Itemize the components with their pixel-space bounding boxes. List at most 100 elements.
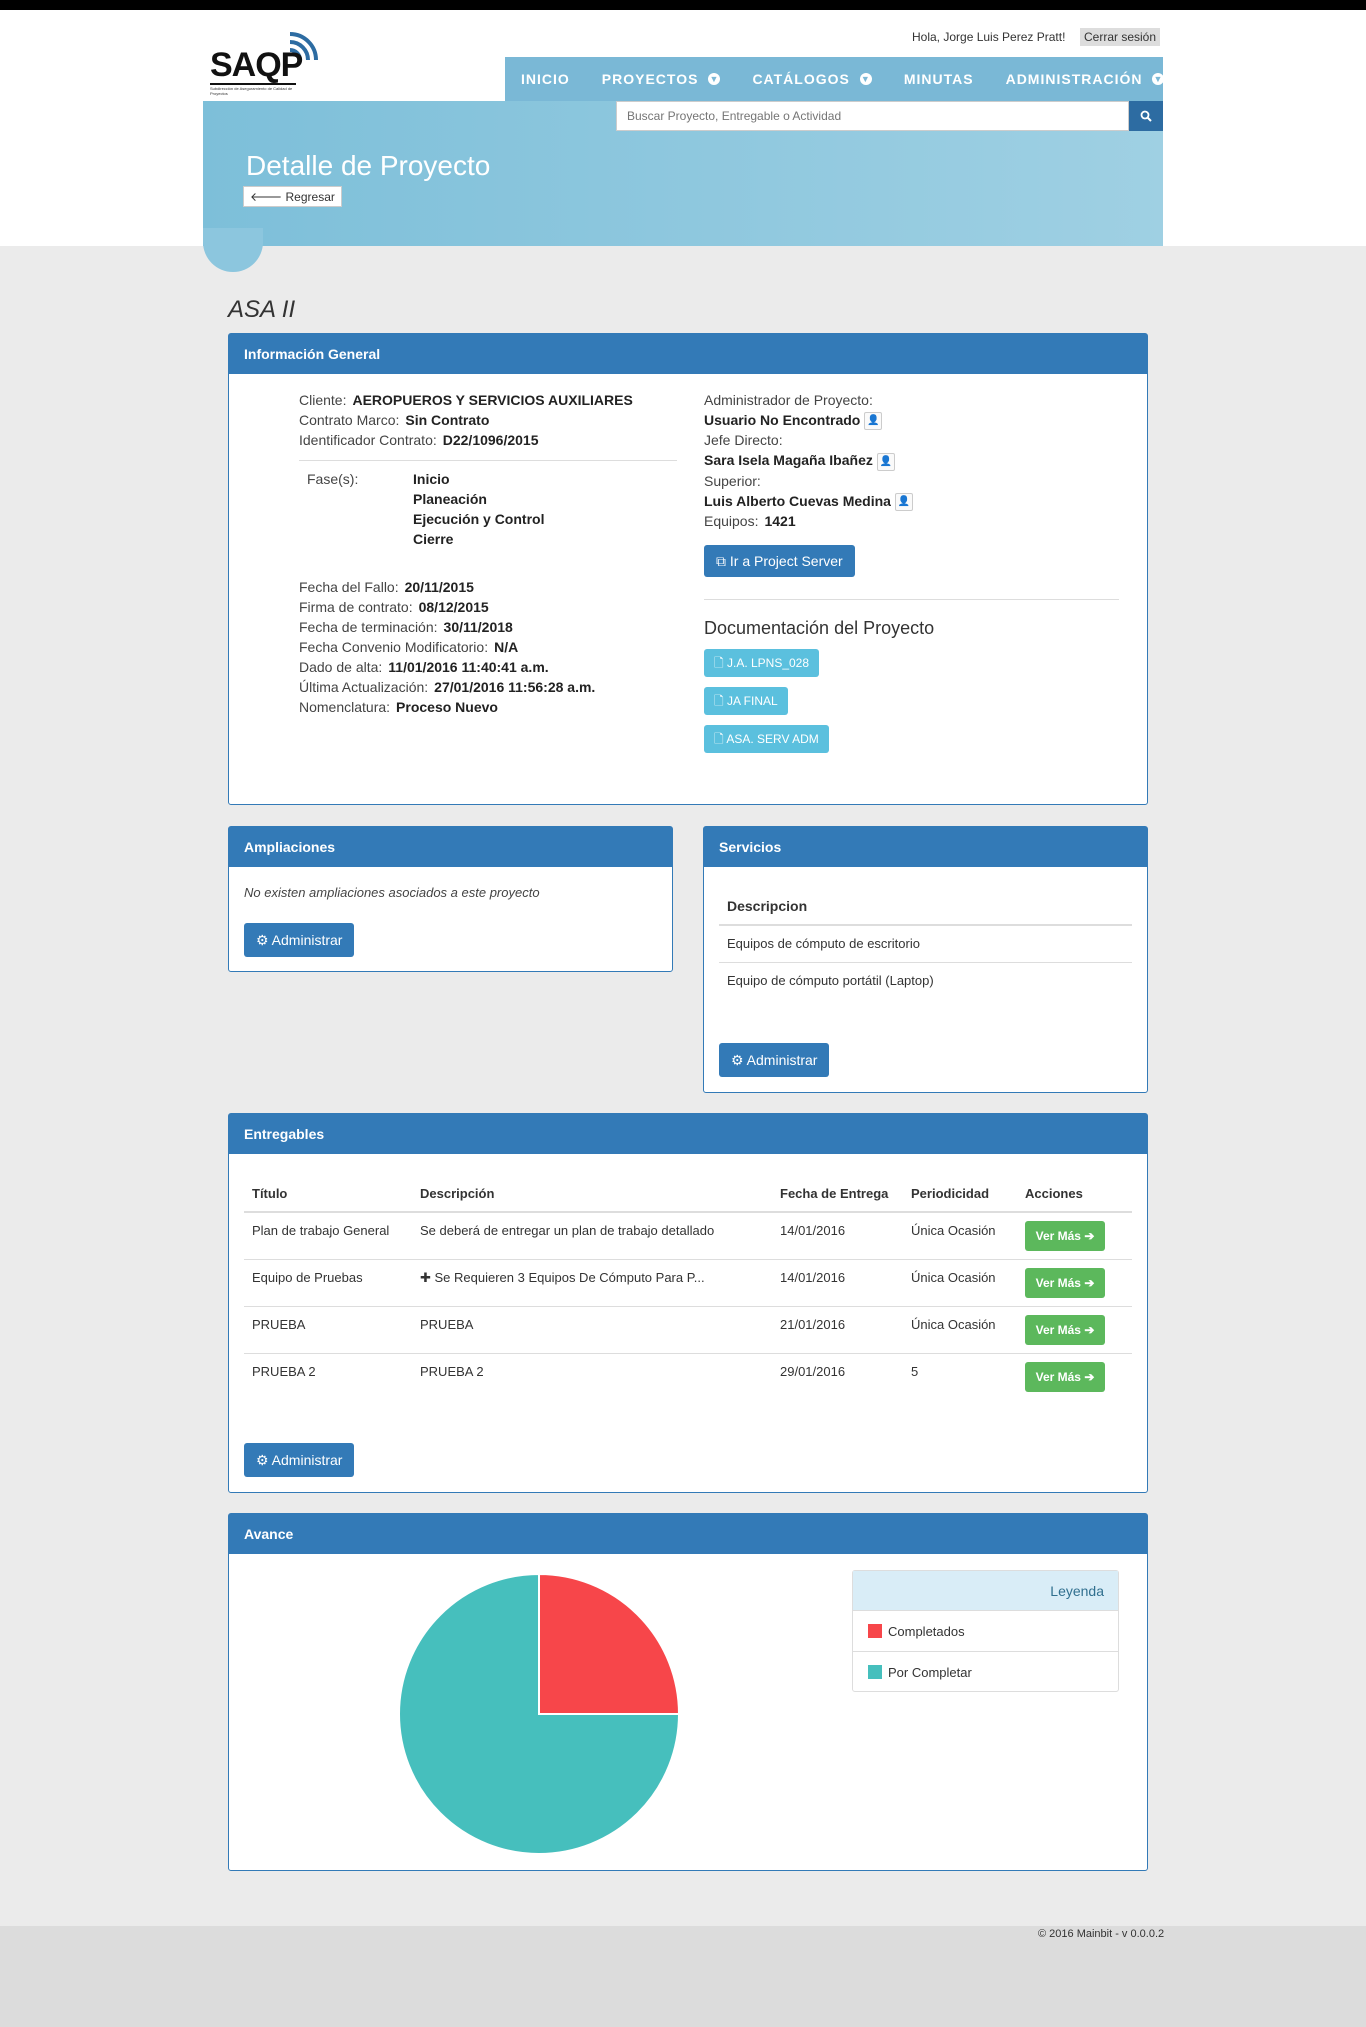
pie-slice-completados[interactable] — [538, 1572, 681, 1715]
gear-icon: ⚙ — [256, 1452, 272, 1468]
back-button[interactable]: 🡐 Regresar — [243, 186, 342, 207]
fase: Ejecución y Control — [413, 511, 545, 527]
cell-titulo: Equipo de Pruebas — [252, 1269, 363, 1285]
search-button[interactable] — [1129, 101, 1163, 131]
ver-mas-button[interactable]: Ver Más ➔ — [1025, 1314, 1105, 1345]
label: Equipos: — [704, 512, 759, 529]
panel-heading: Avance — [229, 1514, 1147, 1554]
nav-inicio[interactable]: INICIO — [505, 57, 586, 101]
avance-panel: Avance Leyenda Completados Por Completar — [228, 1513, 1148, 1871]
cell-fecha: 21/01/2016 — [780, 1316, 846, 1332]
cell-periodicidad: Única Ocasión — [911, 1316, 996, 1332]
table-row: Equipo de Pruebas ✚ Se Requieren 3 Equip… — [244, 1259, 1132, 1306]
cell-descripcion: Se Requieren 3 Equipos De Cómputo Para P… — [434, 1269, 705, 1285]
entregables-admin-button[interactable]: ⚙ Administrar — [244, 1443, 355, 1477]
nav-catalogos[interactable]: CATÁLOGOS ▼ — [736, 57, 887, 101]
project-server-button[interactable]: ⧉ Ir a Project Server — [704, 544, 855, 577]
arrow-right-icon: ➔ — [1080, 1229, 1095, 1243]
cell-descripcion: Se deberá de entregar un plan de trabajo… — [420, 1223, 715, 1238]
cell-titulo: Plan de trabajo General — [252, 1223, 390, 1238]
value: 11/01/2016 11:40:41 a.m. — [388, 659, 549, 675]
logout-button[interactable]: Cerrar sesión — [1080, 28, 1161, 46]
gear-icon: ⚙ — [731, 1052, 747, 1068]
superior-label: Superior: — [704, 472, 761, 489]
info-left: Cliente: AEROPUEROS Y SERVICIOS AUXILIARE… — [299, 390, 677, 717]
doc-button[interactable]: 🗋 JA FINAL — [704, 686, 788, 715]
fecha-row: Fecha de terminación: 30/11/2018 — [299, 617, 677, 637]
jefe-label: Jefe Directo: — [704, 432, 783, 449]
label: Identificador Contrato: — [299, 432, 437, 448]
column-header: Periodicidad — [911, 1186, 990, 1201]
cell-descripcion: PRUEBA — [420, 1316, 474, 1332]
page-title: Detalle de Proyecto — [246, 150, 491, 181]
admin-row: Usuario No Encontrado 👤 — [704, 410, 1119, 431]
plus-icon[interactable]: ✚ — [420, 1269, 435, 1285]
value: 20/11/2015 — [404, 579, 474, 595]
ampliaciones-admin-button[interactable]: ⚙ Administrar — [244, 923, 355, 957]
superior-value: Luis Alberto Cuevas Medina — [704, 492, 891, 509]
pie-slice-por-completar[interactable] — [398, 1572, 681, 1855]
docs-title: Documentación del Proyecto — [704, 617, 935, 638]
button-label: Ver Más — [1035, 1229, 1081, 1243]
user-icon[interactable]: 👤 — [876, 452, 895, 471]
legend-swatch — [868, 1665, 882, 1679]
info-right: Administrador de Proyecto: Usuario No En… — [704, 390, 1119, 753]
search-input[interactable] — [616, 101, 1129, 131]
column-header: Descripción — [420, 1186, 495, 1201]
value: N/A — [494, 639, 519, 655]
doc-button[interactable]: 🗋 ASA. SERV ADM — [704, 724, 829, 753]
label: Fecha de terminación: — [299, 619, 438, 635]
value: 30/11/2018 — [443, 619, 513, 635]
file-icon: 🗋 — [714, 731, 727, 746]
table-row: Equipos de cómputo de escritorio — [719, 925, 1132, 962]
value: AEROPUEROS Y SERVICIOS AUXILIARES — [352, 392, 633, 408]
doc-button[interactable]: 🗋 J.A. LPNS_028 — [704, 648, 820, 677]
fase: Inicio — [413, 471, 450, 487]
nav-label: CATÁLOGOS — [752, 71, 850, 87]
arrow-right-icon: ➔ — [1080, 1369, 1095, 1384]
table-header: Descripcion — [719, 887, 1132, 925]
panel-heading: Servicios — [704, 827, 1147, 867]
logo-text: SAQP — [210, 46, 303, 84]
button-label: Ver Más — [1035, 1322, 1081, 1337]
cell-descripcion: PRUEBA 2 — [420, 1363, 484, 1379]
chevron-down-icon: ▼ — [859, 73, 872, 85]
arrow-left-icon: 🡐 — [250, 190, 286, 204]
label: Nomenclatura: — [299, 699, 391, 715]
fase: Planeación — [413, 491, 487, 507]
user-icon[interactable]: 👤 — [864, 412, 883, 431]
nav-minutas[interactable]: MINUTAS — [888, 57, 990, 101]
fecha-row: Firma de contrato: 08/12/2015 — [299, 597, 677, 617]
ampliaciones-panel: Ampliaciones No existen ampliaciones aso… — [228, 826, 673, 972]
top-bar — [0, 0, 1366, 10]
ver-mas-button[interactable]: Ver Más ➔ — [1025, 1221, 1105, 1251]
nav-administracion[interactable]: ADMINISTRACIÓN ▼ — [990, 57, 1181, 101]
cliente-row: Cliente: AEROPUEROS Y SERVICIOS AUXILIARE… — [299, 390, 677, 410]
servicios-admin-button[interactable]: ⚙ Administrar — [719, 1043, 830, 1077]
cell-periodicidad: Única Ocasión — [911, 1223, 996, 1238]
identificador-row: Identificador Contrato: D22/1096/2015 — [299, 430, 677, 450]
ver-mas-button[interactable]: Ver Más ➔ — [1025, 1361, 1105, 1392]
logo[interactable]: SAQP Subdirección de Aseguramiento de Ca… — [210, 32, 320, 96]
divider — [299, 460, 677, 461]
cell-fecha: 14/01/2016 — [780, 1223, 846, 1238]
button-label: Administrar — [271, 1452, 343, 1468]
cell-titulo: PRUEBA — [252, 1316, 306, 1332]
entregables-panel: Entregables Título Descripción Fecha de … — [228, 1113, 1148, 1493]
doc-label: J.A. LPNS_028 — [726, 655, 810, 670]
ver-mas-button[interactable]: Ver Más ➔ — [1025, 1267, 1105, 1298]
value: 08/12/2015 — [418, 599, 489, 615]
button-label: Ir a Project Server — [729, 552, 843, 569]
legend-label: Completados — [888, 1623, 965, 1639]
cell-titulo: PRUEBA 2 — [252, 1363, 316, 1379]
logo-subtitle: Subdirección de Aseguramiento de Calidad… — [210, 86, 293, 96]
panel-heading: Entregables — [229, 1114, 1147, 1154]
equipos-row: Equipos: 1421 — [704, 511, 1119, 531]
table-header: Título Descripción Fecha de Entrega Peri… — [244, 1176, 1132, 1212]
empty-message: No existen ampliaciones asociados a este… — [244, 885, 540, 900]
fases-block: Fase(s): Inicio Planeación Ejecución y C… — [299, 469, 677, 549]
nav-proyectos[interactable]: PROYECTOS ▼ — [586, 57, 737, 101]
logo-waves-icon — [210, 32, 318, 85]
fecha-row: Última Actualización: 27/01/2016 11:56:28… — [299, 677, 677, 697]
user-icon[interactable]: 👤 — [894, 492, 913, 511]
